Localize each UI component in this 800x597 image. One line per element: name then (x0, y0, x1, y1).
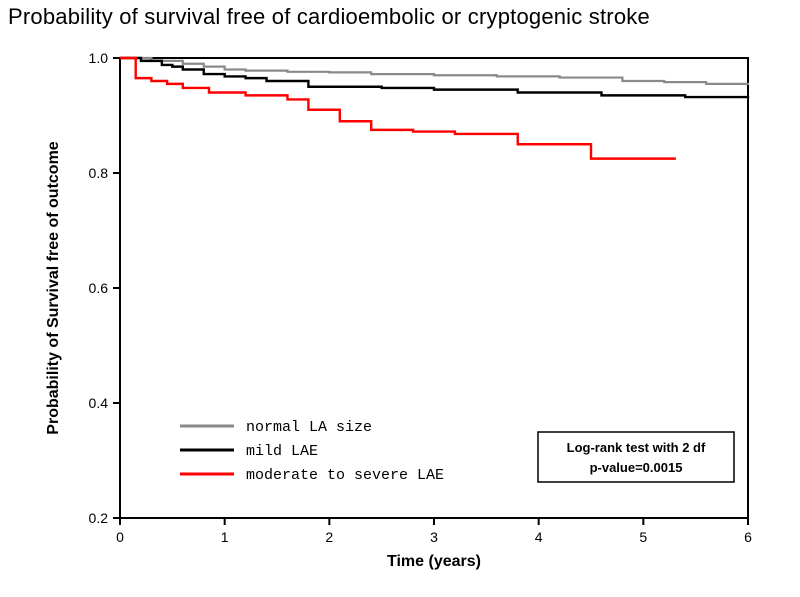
page-title: Probability of survival free of cardioem… (8, 4, 650, 30)
legend-label: mild LAE (246, 443, 318, 460)
y-tick-label: 0.6 (89, 280, 109, 296)
y-tick-label: 0.2 (89, 510, 109, 526)
x-tick-label: 6 (744, 529, 752, 545)
km-chart: 0 1 2 3 4 5 6 0.2 0.4 0.6 0.8 1.0 Time (years) Probab… (28, 38, 772, 588)
stats-line: p-value=0.0015 (590, 460, 683, 475)
y-tick-label: 1.0 (89, 50, 109, 66)
x-tick-label: 5 (639, 529, 647, 545)
stats-line: Log-rank test with 2 df (567, 440, 706, 455)
x-tick-label: 0 (116, 529, 124, 545)
legend-label: normal LA size (246, 419, 372, 436)
x-axis-label: Time (years) (387, 553, 481, 570)
y-axis-label: Probability of Survival free of outcome (45, 141, 62, 434)
legend-label: moderate to severe LAE (246, 467, 444, 484)
y-tick-label: 0.8 (89, 165, 109, 181)
x-tick-label: 4 (535, 529, 543, 545)
y-tick-label: 0.4 (89, 395, 109, 411)
x-tick-label: 1 (221, 529, 229, 545)
x-tick-label: 2 (325, 529, 333, 545)
x-tick-label: 3 (430, 529, 438, 545)
